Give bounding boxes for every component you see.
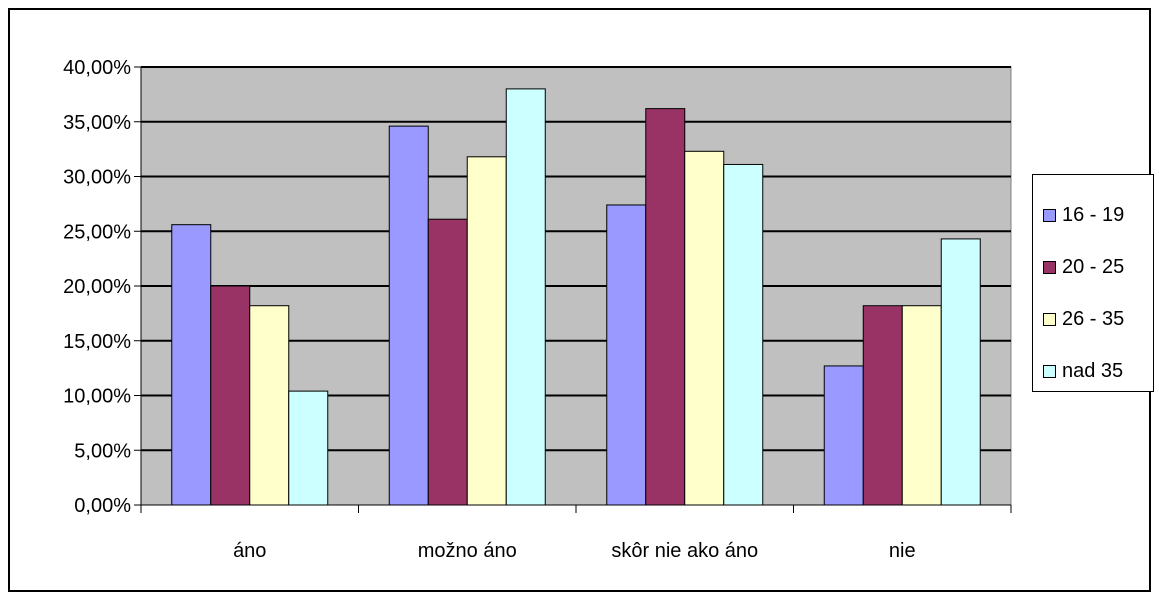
y-tick-label: 0,00%	[74, 495, 131, 517]
y-tick-label: 40,00%	[63, 57, 131, 79]
y-tick-label: 35,00%	[63, 112, 131, 134]
legend-swatch	[1043, 260, 1056, 274]
legend-swatch	[1043, 364, 1056, 378]
bar	[466, 156, 507, 506]
legend-item-nad-35: nad 35	[1033, 345, 1153, 397]
legend-label: 20 - 25	[1062, 255, 1125, 278]
bar	[171, 224, 212, 506]
legend-label: 16 - 19	[1062, 203, 1125, 226]
bar	[249, 305, 290, 506]
bar	[288, 390, 329, 506]
legend-label: nad 35	[1062, 359, 1124, 382]
y-tick-label: 10,00%	[63, 386, 131, 408]
x-tick-label: skôr nie ako áno	[611, 540, 758, 562]
bar	[427, 218, 468, 506]
bar	[606, 204, 647, 506]
legend-label: 26 - 35	[1062, 307, 1125, 330]
y-tick-label: 5,00%	[74, 440, 131, 462]
bar	[645, 108, 686, 506]
y-tick-label: 20,00%	[63, 276, 131, 298]
legend: 16 - 19 20 - 25 26 - 35 nad 35	[1032, 174, 1154, 392]
bar	[901, 305, 942, 506]
legend-swatch	[1043, 208, 1056, 222]
x-tick-label: áno	[233, 540, 266, 562]
bar	[940, 238, 981, 506]
x-tick-label: nie	[889, 540, 916, 562]
y-tick-label: 30,00%	[63, 167, 131, 189]
legend-item-16-19: 16 - 19	[1033, 189, 1153, 241]
bar	[723, 163, 764, 506]
bar	[210, 285, 251, 506]
legend-item-20-25: 20 - 25	[1033, 241, 1153, 293]
y-tick-label: 25,00%	[63, 221, 131, 243]
bar	[823, 365, 864, 506]
bar	[862, 305, 903, 506]
x-tick-label: možno áno	[418, 540, 517, 562]
legend-swatch	[1043, 312, 1056, 326]
bar	[684, 150, 725, 506]
bar	[388, 125, 429, 506]
y-tick-label: 15,00%	[63, 331, 131, 353]
legend-item-26-35: 26 - 35	[1033, 293, 1153, 345]
bar	[505, 88, 546, 506]
